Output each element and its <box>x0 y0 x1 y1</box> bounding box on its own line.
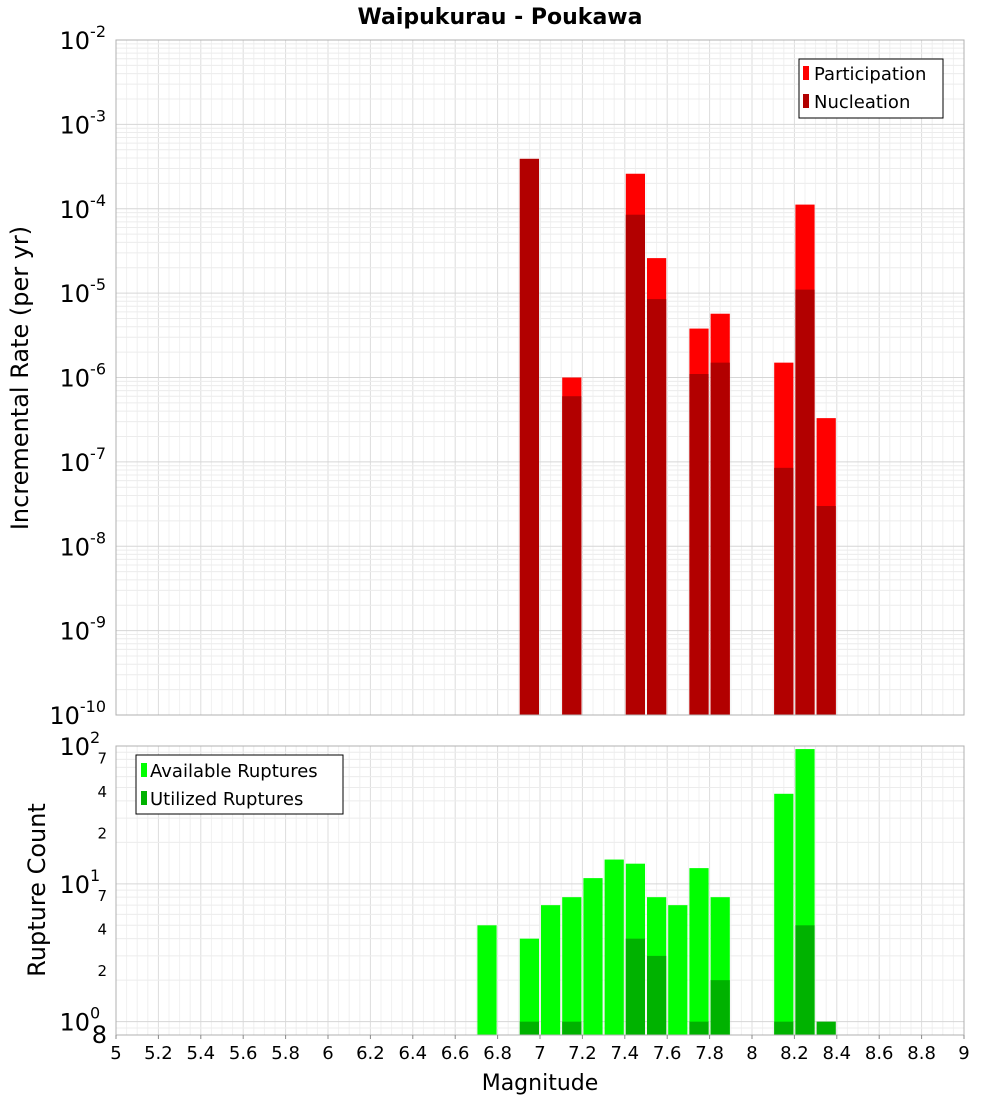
count-y-tick-label: 4 <box>97 783 107 801</box>
count-y-tick-label: 2 <box>97 824 107 842</box>
x-tick-label: 6.6 <box>441 1043 470 1064</box>
count-y-tick-label: 7 <box>97 887 107 905</box>
x-tick-label: 5.4 <box>186 1043 215 1064</box>
x-tick-label: 8.4 <box>822 1043 851 1064</box>
x-tick-label: 5.8 <box>271 1043 300 1064</box>
legend-label-nucleation: Nucleation <box>814 92 910 113</box>
rate-y-tick-label: 10-4 <box>60 191 107 224</box>
rate-plot-border <box>115 39 965 716</box>
x-tick-label: 6.4 <box>398 1043 427 1064</box>
x-tick-label: 6.8 <box>483 1043 512 1064</box>
legend-swatch-participation <box>803 66 809 80</box>
count-bar-s1 <box>562 897 582 1035</box>
rate-y-tick-label: 10-3 <box>60 106 107 139</box>
rate-bar-s2 <box>816 505 836 715</box>
count-gridlines <box>115 745 965 1036</box>
x-tick-label: 5.6 <box>229 1043 258 1064</box>
rate-y-tick-label: 10-5 <box>60 275 107 308</box>
legend-label-participation: Participation <box>814 64 926 85</box>
rate-bar-s2 <box>519 158 539 716</box>
count-legend-box <box>135 754 344 815</box>
x-tick-label: 7.4 <box>610 1043 639 1064</box>
rate-bar-s2 <box>795 289 815 715</box>
count-bar-s2 <box>816 1021 836 1035</box>
count-bar-s1 <box>477 925 497 1035</box>
rate-legend: Participation Nucleation <box>798 58 944 119</box>
count-y-tick-label: 10 <box>59 871 90 899</box>
count-bar-s2 <box>774 1021 794 1035</box>
rate-bar-s2 <box>647 299 667 715</box>
count-bar-s1 <box>689 868 709 1035</box>
count-y-tick-label: 10 <box>59 733 90 761</box>
legend-swatch-utilized <box>141 791 147 805</box>
rate-y-tick-label: 10-7 <box>60 444 107 477</box>
count-y-tick-label: 8 <box>92 1021 107 1049</box>
x-tick-label: 6 <box>322 1043 333 1064</box>
rate-gridlines <box>115 39 965 716</box>
count-y-tick-exponent: 0 <box>90 1004 100 1023</box>
x-tick-label: 5.2 <box>144 1043 173 1064</box>
count-bar-s1 <box>583 878 603 1035</box>
count-y-tick-label: 2 <box>97 962 107 980</box>
rate-legend-box <box>798 58 944 119</box>
x-tick-label: 8.8 <box>907 1043 936 1064</box>
count-bar-s1 <box>541 905 561 1035</box>
count-bar-s2 <box>689 1021 709 1035</box>
rate-y-ticks: 10-2 10-3 10-4 10-5 10-6 10-7 10-8 10-9 10-10 <box>49 22 106 730</box>
rate-y-tick-label: 10-2 <box>60 22 107 55</box>
count-bar-s2 <box>647 955 667 1035</box>
count-y-tick-label: 4 <box>97 921 107 939</box>
count-y-tick-label: 10 <box>59 1009 90 1037</box>
count-bar-s2 <box>519 1021 539 1035</box>
legend-swatch-available <box>141 763 147 777</box>
count-bar-s1 <box>604 859 624 1035</box>
x-tick-label: 7.8 <box>695 1043 724 1064</box>
rate-y-tick-label: 10-8 <box>60 528 107 561</box>
count-bar-s1 <box>774 793 794 1035</box>
x-tick-label: 7 <box>534 1043 545 1064</box>
x-tick-label: 6.2 <box>356 1043 385 1064</box>
count-y-tick-exponent: 1 <box>90 866 100 885</box>
rate-y-tick-label: 10-10 <box>49 697 106 730</box>
rate-bar-s2 <box>710 362 730 715</box>
x-tick-label: 7.6 <box>653 1043 682 1064</box>
rate-bars <box>519 158 836 716</box>
rate-bar-s2 <box>774 467 794 715</box>
x-tick-label: 9 <box>958 1043 969 1064</box>
count-legend: Available Ruptures Utilized Ruptures <box>135 754 344 815</box>
legend-swatch-nucleation <box>803 94 809 108</box>
x-tick-label: 5 <box>110 1043 121 1064</box>
count-y-axis-label: Rupture Count <box>23 803 51 977</box>
rate-bar-s2 <box>562 396 582 715</box>
x-axis-label: Magnitude <box>482 1071 599 1096</box>
legend-label-utilized: Utilized Ruptures <box>150 789 303 810</box>
count-bar-s2 <box>795 925 815 1035</box>
rate-panel: 10-2 10-3 10-4 10-5 10-6 10-7 10-8 10-9 10-10 In… <box>6 22 965 730</box>
count-bar-s2 <box>562 1021 582 1035</box>
rate-y-tick-label: 10-6 <box>60 360 107 393</box>
rate-y-axis-label: Incremental Rate (per yr) <box>6 226 34 530</box>
rate-y-tick-label: 10-9 <box>60 613 107 646</box>
chart-title: Waipukurau - Poukawa <box>358 5 643 30</box>
x-tick-label: 7.2 <box>568 1043 597 1064</box>
x-tick-label: 8.2 <box>780 1043 809 1064</box>
rate-bar-s2 <box>689 374 709 715</box>
count-bar-s1 <box>668 905 688 1035</box>
x-axis-ticks: 5 5.2 5.4 5.6 5.8 6 6.2 6.4 6.6 6.8 7 7.2 7.4 7.6 7.8 8… <box>110 1035 970 1064</box>
count-bars <box>477 749 836 1035</box>
count-y-tick-exponent: 2 <box>90 728 100 747</box>
x-tick-label: 8 <box>746 1043 757 1064</box>
count-bar-s1 <box>519 938 539 1035</box>
count-bar-s2 <box>710 980 730 1035</box>
rate-bar-s2 <box>625 214 645 716</box>
x-tick-label: 8.6 <box>865 1043 894 1064</box>
count-y-tick-label: 7 <box>97 749 107 767</box>
legend-label-available: Available Ruptures <box>150 761 318 782</box>
count-bar-s2 <box>625 938 645 1035</box>
